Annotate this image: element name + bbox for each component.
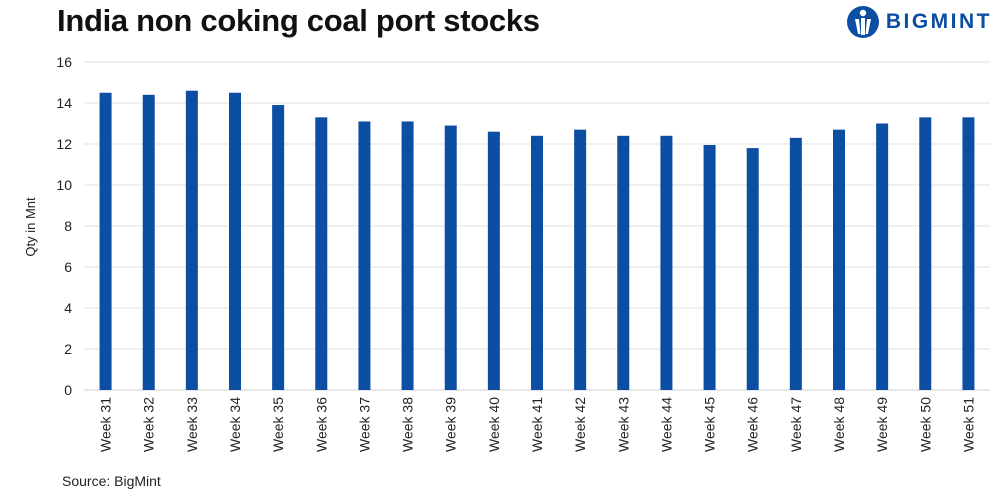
y-tick-label: 10 — [56, 177, 72, 193]
y-tick-label: 0 — [64, 382, 72, 398]
bar — [315, 117, 328, 390]
x-tick-label: Week 31 — [98, 397, 114, 452]
x-tick-label: Week 35 — [270, 397, 286, 452]
y-tick-label: 16 — [56, 54, 72, 70]
y-tick-label: 4 — [64, 300, 72, 316]
source-note: Source: BigMint — [62, 473, 161, 489]
y-axis-label: Qty in Mnt — [23, 197, 38, 257]
bar — [876, 123, 889, 390]
bar — [401, 121, 414, 390]
x-tick-label: Week 50 — [917, 397, 933, 452]
y-tick-label: 6 — [64, 259, 72, 275]
bar — [185, 90, 198, 390]
x-tick-label: Week 38 — [400, 397, 416, 452]
bar — [617, 135, 630, 390]
bar — [531, 135, 543, 390]
y-tick-label: 12 — [56, 136, 72, 152]
bar — [99, 92, 112, 390]
x-tick-label: Week 37 — [356, 397, 372, 452]
x-tick-label: Week 34 — [227, 397, 243, 452]
x-tick-label: Week 32 — [141, 397, 157, 452]
y-tick-label: 8 — [64, 218, 72, 234]
bar — [789, 137, 802, 390]
x-tick-label: Week 41 — [529, 397, 545, 452]
bar — [487, 131, 500, 390]
bar — [272, 105, 285, 391]
x-tick-label: Week 49 — [874, 397, 890, 452]
x-tick-label: Week 48 — [831, 397, 847, 452]
bar — [229, 92, 241, 390]
x-tick-label: Week 40 — [486, 397, 502, 452]
bigmint-logo-icon — [846, 6, 879, 38]
bar — [660, 135, 673, 390]
bar — [919, 117, 932, 390]
x-tick-label: Week 39 — [443, 397, 459, 452]
y-tick-label: 14 — [56, 95, 72, 111]
y-axis-ticks: 0 2 4 6 8 10 12 14 16 — [56, 54, 72, 398]
bar — [833, 129, 845, 390]
bars — [99, 90, 975, 391]
x-tick-label: Week 33 — [184, 397, 200, 452]
bar — [962, 117, 975, 390]
bar — [444, 125, 457, 391]
bar — [703, 145, 716, 390]
x-tick-label: Week 36 — [313, 397, 329, 452]
x-tick-label: Week 45 — [702, 397, 718, 452]
x-tick-label: Week 44 — [658, 397, 674, 452]
x-axis-ticks: Week 31 Week 32 Week 33 Week 34 Week 35 Week … — [98, 397, 977, 452]
brand-name: BIGMINT — [885, 10, 992, 33]
bar — [358, 121, 371, 390]
x-tick-label: Week 46 — [745, 397, 761, 452]
bar — [746, 148, 759, 390]
x-tick-label: Week 51 — [960, 397, 976, 452]
y-tick-label: 2 — [64, 341, 72, 357]
x-tick-label: Week 42 — [572, 397, 588, 452]
x-tick-label: Week 47 — [788, 397, 804, 452]
bar — [574, 129, 587, 390]
bar — [142, 94, 155, 391]
x-tick-label: Week 43 — [615, 397, 631, 452]
chart-title: India non coking coal port stocks — [57, 3, 540, 38]
brand-logo: BIGMINT — [846, 2, 992, 42]
